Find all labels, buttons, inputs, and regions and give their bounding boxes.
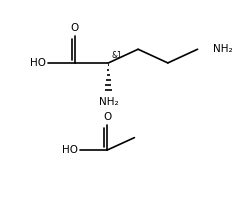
- Text: NH₂: NH₂: [213, 44, 233, 54]
- Text: HO: HO: [30, 58, 46, 68]
- Text: NH₂: NH₂: [99, 97, 118, 107]
- Text: O: O: [103, 112, 111, 122]
- Text: HO: HO: [62, 145, 78, 155]
- Text: &1: &1: [111, 52, 122, 60]
- Text: O: O: [71, 23, 79, 33]
